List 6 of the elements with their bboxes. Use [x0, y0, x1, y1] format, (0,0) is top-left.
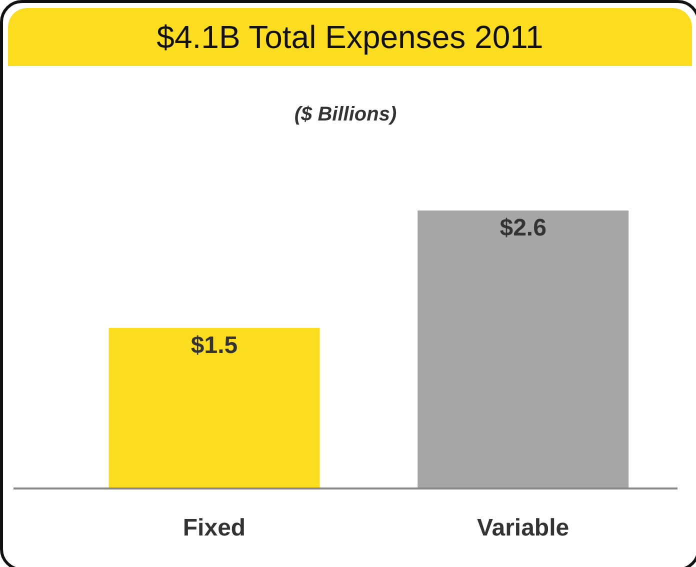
chart-subtitle: ($ Billions)	[294, 104, 397, 126]
data-label: $1.5	[190, 332, 238, 359]
data-label: $2.6	[500, 214, 546, 242]
chart-title: $4.1B Total Expenses 2011	[156, 18, 544, 57]
x-tick-label: Variable	[477, 514, 570, 542]
x-tick-label: Fixed	[182, 514, 246, 542]
